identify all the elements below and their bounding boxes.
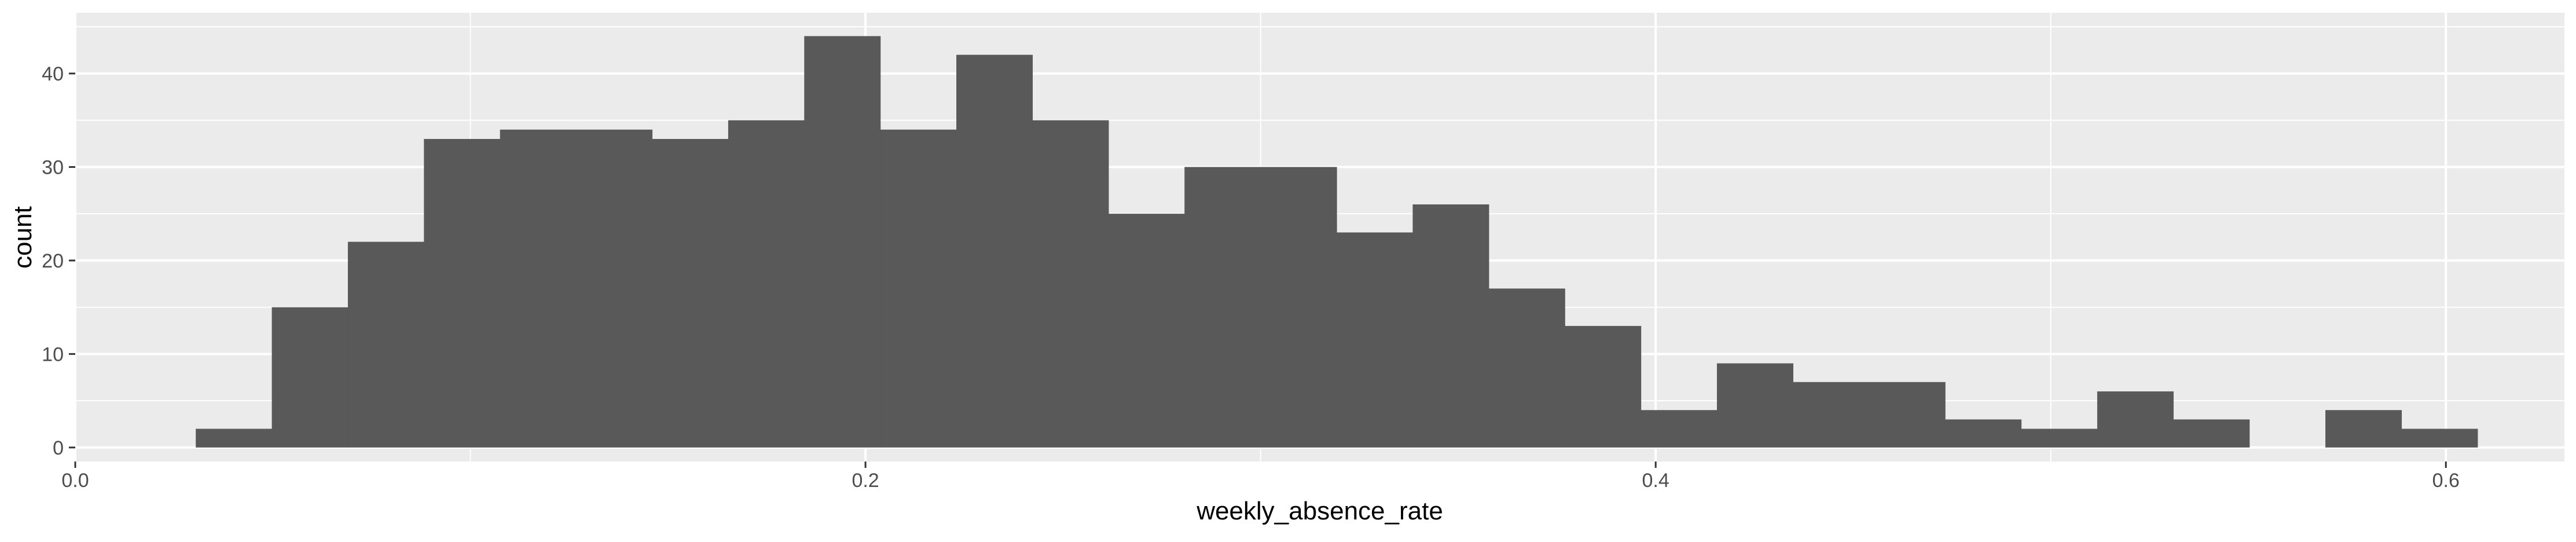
y-axis: 0 10 20 30 40	[42, 63, 75, 459]
histogram-bar	[1869, 382, 1946, 448]
histogram-bar	[1412, 204, 1489, 448]
histogram-bar	[1260, 167, 1337, 448]
histogram-bar	[1337, 232, 1413, 448]
y-axis-title: count	[9, 206, 37, 269]
histogram-bar	[1108, 214, 1185, 448]
histogram-bar	[271, 307, 348, 448]
histogram-bar	[1716, 363, 1793, 448]
histogram-bar	[1641, 410, 1718, 448]
histogram-bar	[728, 120, 805, 448]
x-tick-label: 0.6	[2432, 470, 2460, 492]
histogram-bar	[196, 429, 273, 448]
histogram-bar	[347, 241, 424, 448]
y-tick-label: 0	[53, 437, 64, 459]
histogram-bar	[1945, 419, 2022, 448]
histogram-bar	[576, 129, 653, 448]
y-tick-label: 30	[42, 156, 64, 178]
histogram-bar	[1565, 325, 1642, 448]
histogram-bar	[2173, 419, 2250, 448]
histogram-bar	[1032, 120, 1109, 448]
histogram-bar	[2021, 429, 2098, 448]
histogram-bar	[2097, 391, 2174, 448]
histogram-bar	[1488, 288, 1565, 448]
x-tick-label: 0.2	[852, 470, 879, 492]
histogram-bars	[196, 36, 2478, 448]
histogram-bar	[804, 36, 881, 448]
histogram-bar	[1184, 167, 1261, 448]
x-axis-title: weekly_absence_rate	[1196, 497, 1443, 525]
y-tick-label: 10	[42, 343, 64, 365]
x-axis: 0.0 0.2 0.4 0.6	[61, 462, 2460, 492]
y-tick-label: 20	[42, 250, 64, 272]
x-tick-label: 0.0	[61, 470, 89, 492]
histogram-bar	[1793, 382, 1870, 448]
histogram-bar	[2401, 429, 2478, 448]
x-tick-label: 0.4	[1642, 470, 1669, 492]
y-tick-label: 40	[42, 63, 64, 85]
histogram-bar	[424, 138, 501, 448]
histogram-bar	[500, 129, 577, 448]
histogram-bar	[652, 138, 729, 448]
histogram-bar	[880, 129, 957, 448]
histogram-bar	[2325, 410, 2402, 448]
histogram-bar	[956, 54, 1033, 448]
